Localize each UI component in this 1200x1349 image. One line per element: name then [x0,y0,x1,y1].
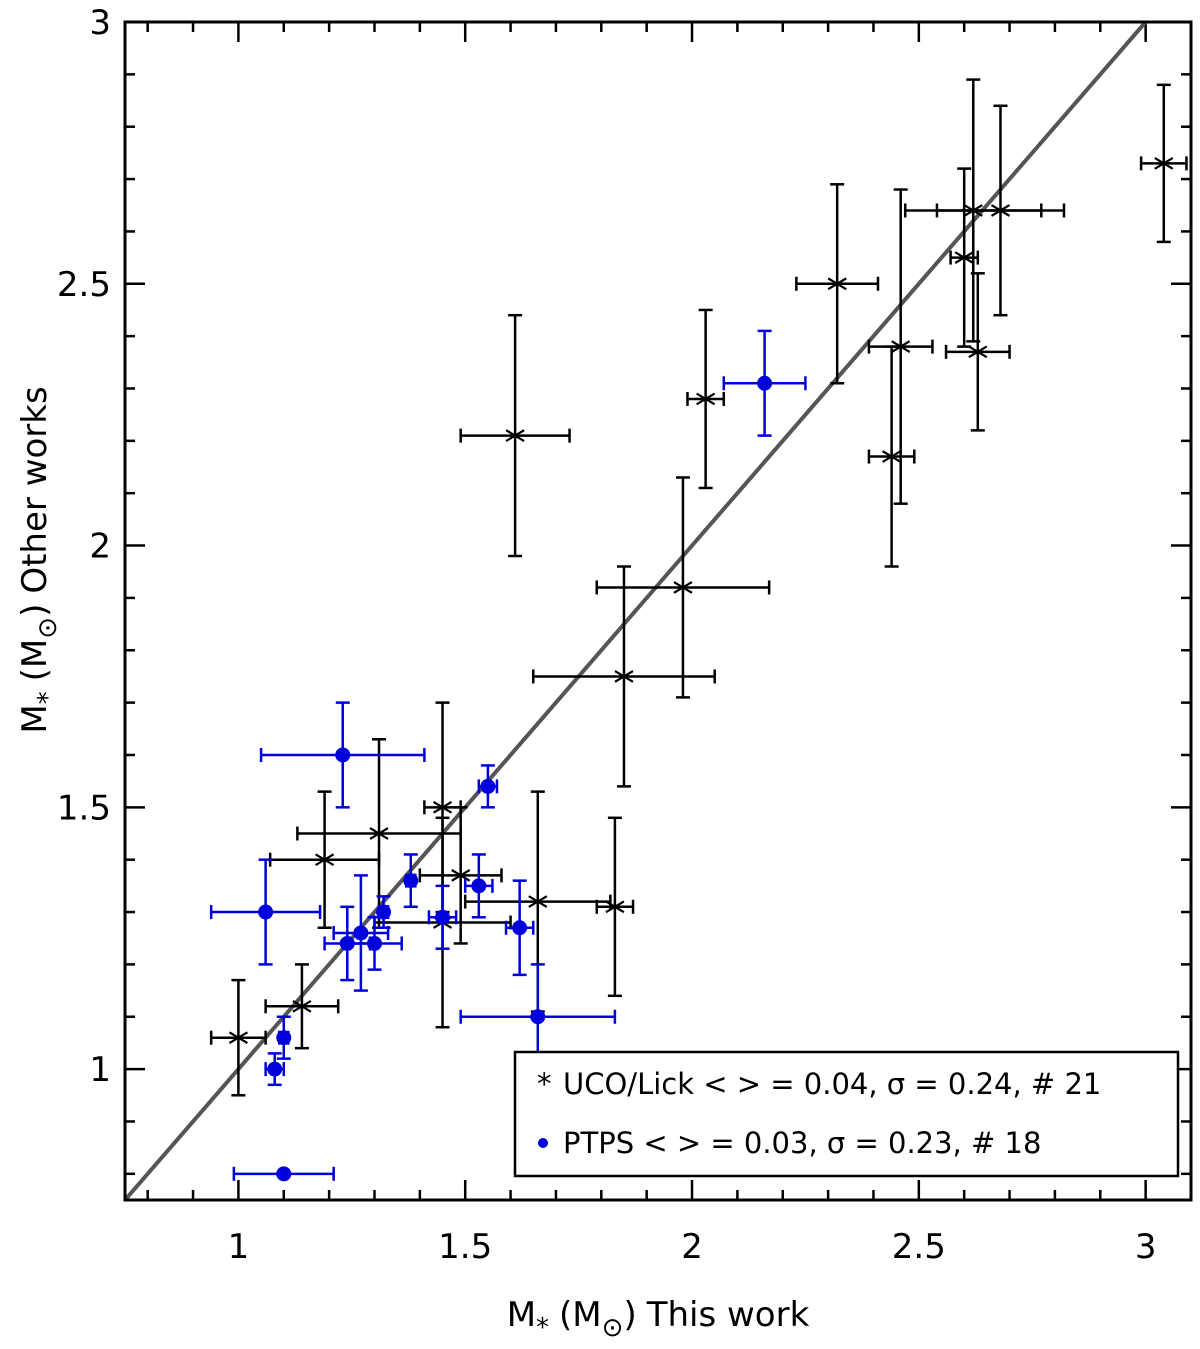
data-point [432,800,453,814]
data-point [435,909,451,925]
y-tick-label: 2.5 [57,265,111,305]
x-tick-label: 1.5 [438,1227,492,1267]
legend-symbol-ptps [538,1138,548,1148]
data-point [614,670,634,683]
data-point [480,778,496,794]
data-point [954,251,974,264]
marker-stroke [891,340,911,353]
marker-stroke [528,895,548,908]
marker-stroke [827,277,847,291]
y-axis-label: M*(M⊙)Other works [15,386,63,733]
x-tick-label: 1 [228,1227,250,1267]
data-point [990,204,1011,217]
marker-stroke [292,999,312,1013]
data-point [673,581,693,594]
data-point [376,904,392,920]
data-point [882,450,902,463]
data-point [353,925,369,941]
marker-stroke [605,900,625,914]
x-tick-labels: 1 1.5 2 2.5 3 [228,1227,1157,1267]
data-point [968,345,988,359]
marker-stroke [990,204,1011,217]
plot-frame [123,20,1193,1202]
data-point [530,1009,546,1025]
data-point [267,1061,283,1077]
x-tick-label: 3 [1135,1227,1157,1267]
marker-stroke [315,853,335,867]
data-point [366,935,382,951]
ticks-layer [125,20,1193,1200]
data-point [1154,157,1174,170]
data-point [471,878,487,894]
legend-box [513,1050,1180,1178]
data-point [335,747,351,763]
data-point [228,1031,248,1045]
marker-stroke [369,827,389,840]
marker-stroke [882,450,902,463]
reference-line-layer [125,22,1148,1200]
x-tick-label: 2 [681,1227,703,1267]
data-point [696,392,716,406]
data-point [315,853,335,867]
y-tick-label: 3 [89,3,111,43]
data-point [369,827,389,840]
y-tick-label: 2 [89,527,111,567]
marker-stroke [696,392,716,406]
data-point [605,900,625,914]
legend-symbol-uco: * [537,1067,552,1101]
data-point [512,920,528,936]
y-tick-label: 1.5 [57,788,111,828]
series-ptps [209,329,807,1182]
marker-stroke [1154,157,1174,170]
x-axis-label: M* (M⊙) This work [507,1295,810,1343]
data-point [451,869,471,882]
data-point [528,895,548,908]
legend: * UCO/Lick < > = 0.04, σ = 0.24, # 21 PT… [513,1050,1180,1178]
data-point [292,999,312,1013]
x-tick-label: 2.5 [892,1227,946,1267]
data-point [757,375,773,391]
y-tick-labels: 1 1.5 2 2.5 3 [57,3,111,1090]
data-point [276,1166,292,1182]
marker-stroke [432,800,453,814]
data-point [258,904,274,920]
marker-stroke [954,251,974,264]
y-tick-label: 1 [89,1050,111,1090]
marker-stroke [968,345,988,359]
marker-stroke [451,869,471,882]
legend-label-ptps: PTPS < > = 0.03, σ = 0.23, # 18 [563,1126,1041,1160]
data-point [505,429,525,442]
marker-stroke [228,1031,248,1045]
marker-stroke [673,581,693,594]
marker-stroke [505,429,525,442]
data-point [891,340,911,353]
marker-stroke [614,670,634,683]
data-point [276,1030,292,1046]
legend-label-uco: UCO/Lick < > = 0.04, σ = 0.24, # 21 [563,1067,1101,1101]
data-series-layer [209,78,1188,1182]
data-point [827,277,847,291]
one-to-one-line [125,22,1148,1200]
data-point [403,873,419,889]
